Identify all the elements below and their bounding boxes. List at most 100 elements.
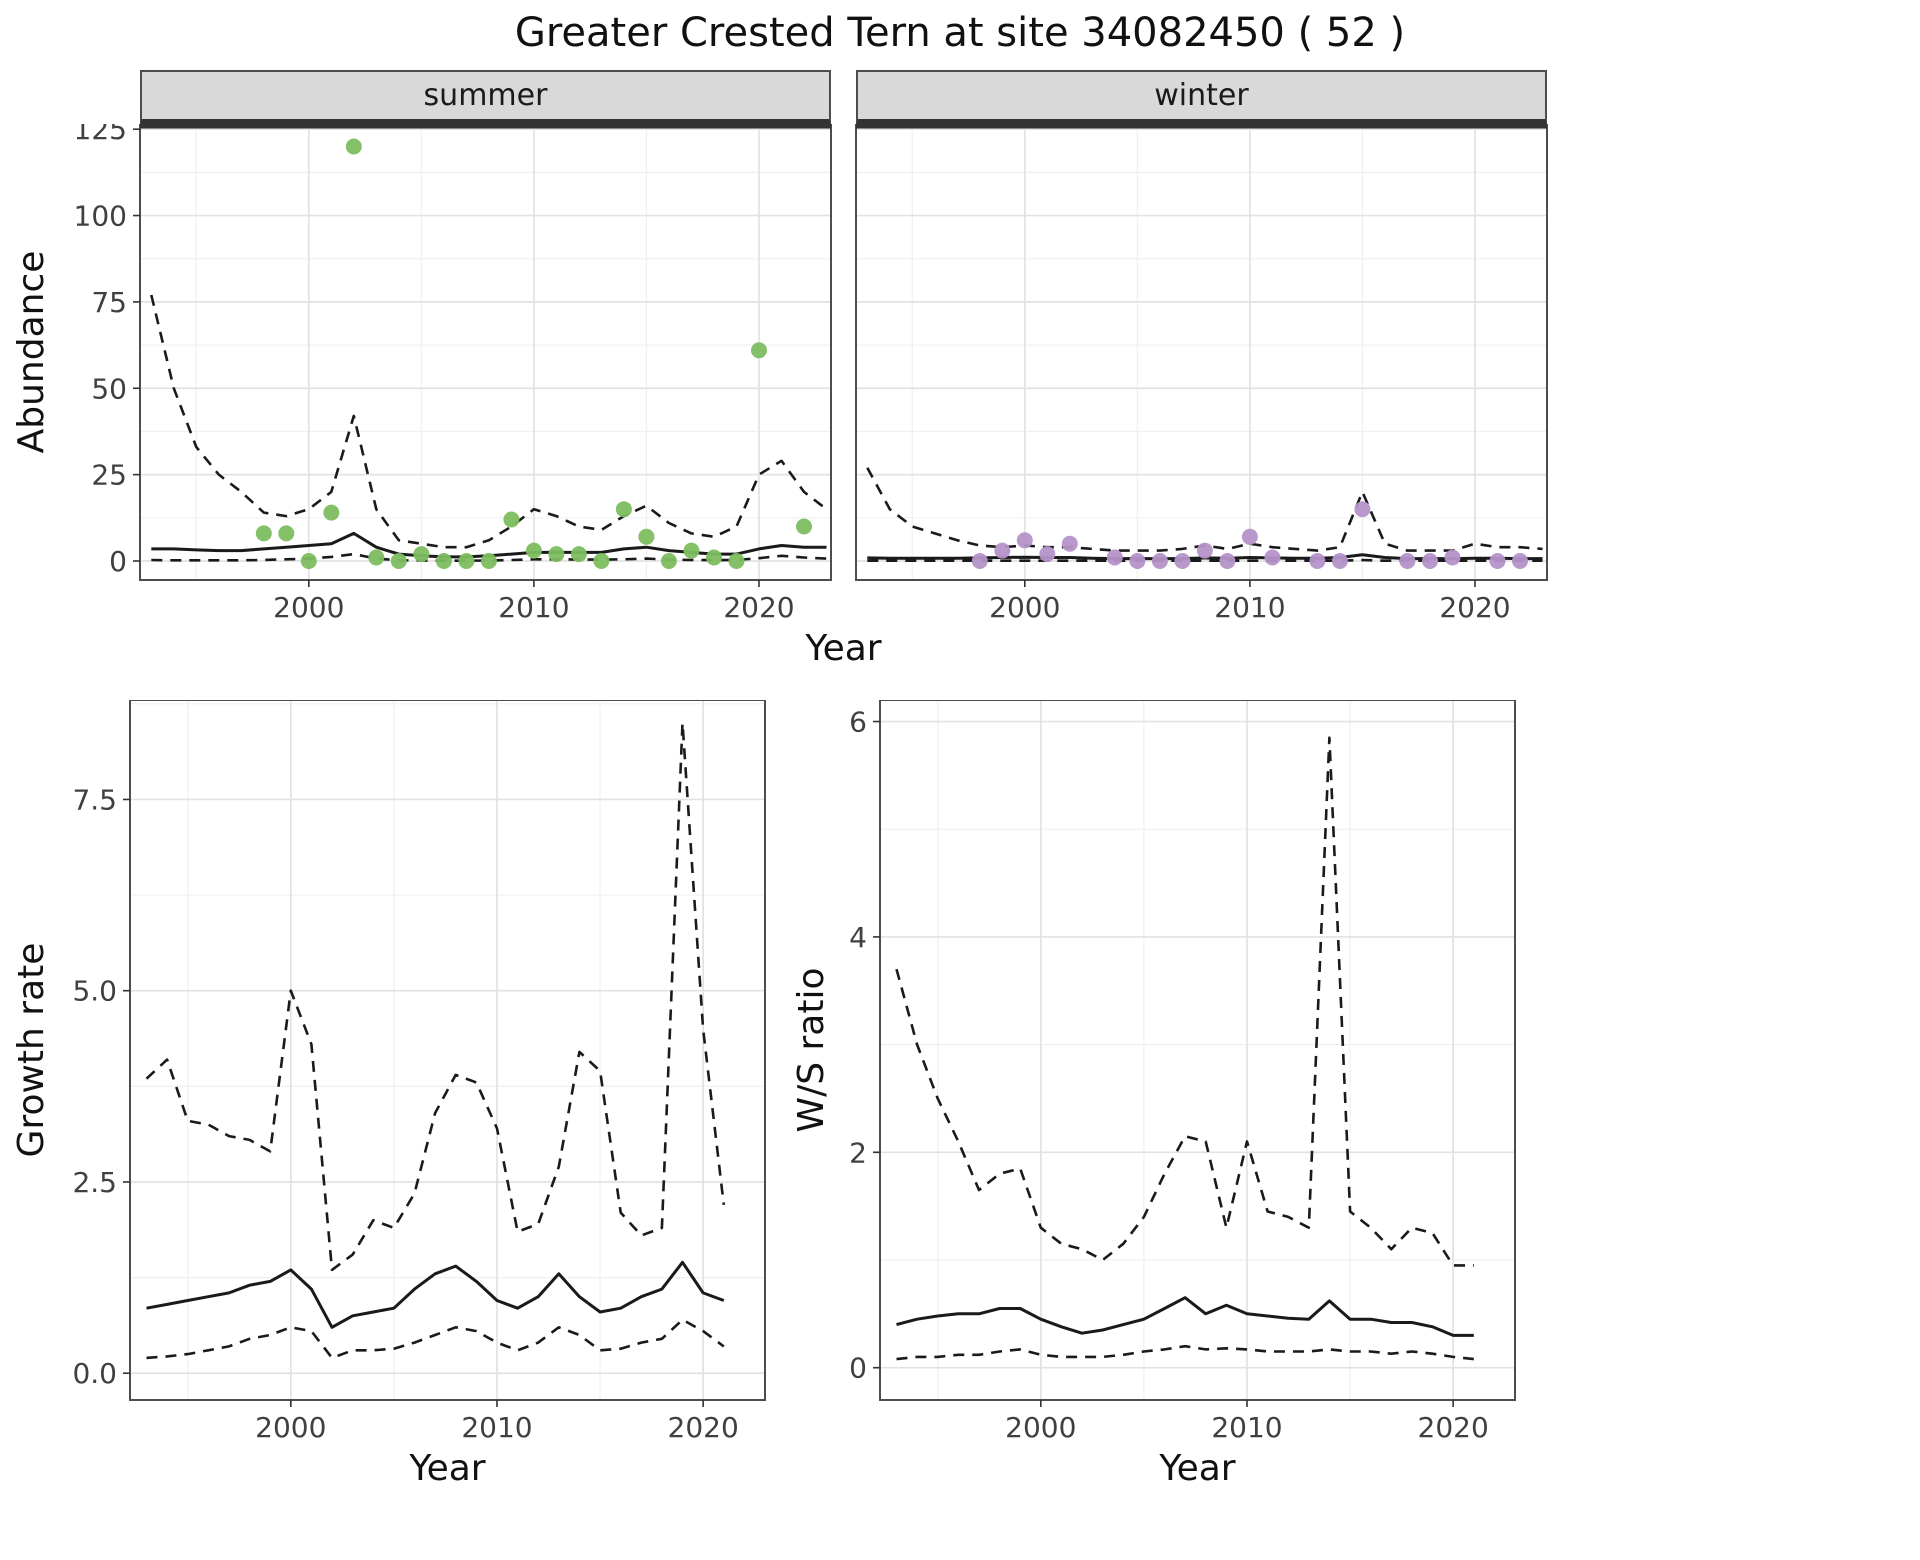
y-tick-label: 0: [109, 545, 127, 578]
abundance-summer-observed-abundance-point: [390, 553, 407, 569]
abundance-winter-observed-abundance-point: [971, 553, 988, 569]
abundance-winter-observed-abundance-point: [1174, 553, 1191, 569]
growth-rate-lower-ci-line: [146, 1318, 725, 1360]
abundance-summer-panel-border: [139, 124, 832, 581]
ws-ratio-panel-bg: [880, 700, 1515, 1400]
abundance-summer-observed-abundance-point: [638, 528, 655, 545]
abundance-winter-observed-abundance-point: [1444, 549, 1461, 566]
abundance-winter-observed-abundance-point: [1489, 553, 1506, 569]
abundance-summer-observed-abundance-point: [278, 525, 295, 542]
ws-ratio-lower-ci-line: [896, 1344, 1474, 1361]
facet-strip-winter: winter: [856, 70, 1547, 124]
x-tick-label: 2020: [723, 591, 794, 624]
abundance-summer-observed-abundance-point: [480, 553, 497, 569]
abundance-summer-observed-abundance-point: [503, 511, 520, 528]
abundance-summer-observed-abundance-point: [728, 553, 745, 569]
ws-ratio-axis-title: W/S ratio: [791, 967, 832, 1133]
y-tick-label: 75: [91, 286, 127, 319]
abundance-winter-observed-abundance-point: [1039, 546, 1056, 563]
abundance-summer-observed-abundance-point: [660, 553, 677, 569]
ws-ratio-panel: 2000 2010 2020 0 2 4 6: [849, 700, 1516, 1444]
abundance-summer-observed-abundance-point: [345, 138, 362, 155]
y-tick-label: 2: [849, 1136, 867, 1169]
abundance-winter-observed-abundance-point: [994, 542, 1011, 559]
abundance-summer-observed-abundance-point: [323, 504, 340, 521]
abundance-winter-observed-abundance-point: [1331, 553, 1348, 569]
growth-rate-axis-title: Growth rate: [11, 942, 52, 1158]
abundance-winter-observed-abundance-point: [1016, 532, 1033, 549]
abundance-winter-observed-abundance-point: [1512, 553, 1528, 569]
abundance-summer-observed-abundance-point: [413, 546, 430, 563]
y-tick-label: 0.0: [72, 1357, 117, 1390]
abundance-summer-observed-abundance-point: [796, 518, 812, 535]
abundance-winter-observed-abundance-point: [1151, 553, 1168, 569]
abundance-summer-panel: 2000 2010 2020 0 25 50 75 100 125: [74, 124, 832, 624]
x-tick-label: 2010: [1211, 1411, 1282, 1444]
abundance-summer-observed-abundance-point: [300, 553, 317, 569]
abundance-summer-observed-abundance-point: [706, 549, 722, 566]
abundance-summer-upper-ci-line: [150, 294, 828, 549]
abundance-summer-observed-abundance-point: [368, 549, 385, 566]
y-tick-label: 6: [849, 706, 867, 739]
abundance-winter-observed-abundance-point: [1264, 549, 1281, 566]
facet-strip-summer-label: summer: [423, 78, 548, 113]
x-tick-label: 2020: [668, 1411, 739, 1444]
x-tick-label: 2000: [255, 1411, 326, 1444]
x-tick-label: 2010: [461, 1411, 532, 1444]
y-tick-label: 25: [91, 459, 127, 492]
abundance-winter-observed-abundance-point: [1354, 501, 1371, 518]
y-tick-label: 4: [849, 921, 867, 954]
abundance-winter-observed-abundance-point: [1061, 535, 1078, 552]
abundance-winter-panel-border: [855, 124, 1548, 581]
y-tick-label: 100: [74, 200, 127, 233]
abundance-summer-observed-abundance-point: [525, 542, 542, 559]
growth-rate-panel-bg: [130, 700, 765, 1400]
x-tick-label: 2000: [273, 591, 344, 624]
abundance-summer-observed-abundance-point: [255, 525, 272, 542]
facet-strip-winter-label: winter: [1154, 78, 1249, 113]
growth-rate-panel: 2000 2010 2020 0.0 2.5 5.0 7.5: [72, 700, 766, 1444]
abundance-summer-observed-abundance-point: [458, 553, 475, 569]
abundance-summer-observed-abundance-point: [548, 546, 565, 563]
abundance-winter-observed-abundance-point: [1399, 553, 1416, 569]
growth-rate-panel-border: [129, 700, 766, 1401]
ws-ratio-panel-border: [879, 700, 1516, 1401]
abundance-summer-observed-abundance-point: [751, 342, 767, 359]
abundance-winter-observed-abundance-point: [1241, 528, 1258, 545]
y-tick-label: 2.5: [72, 1166, 117, 1199]
year-axis-title-top: Year: [805, 628, 882, 669]
abundance-summer-panel-bg: [140, 124, 831, 580]
abundance-summer-observed-abundance-point: [615, 501, 632, 518]
y-tick-label: 5.0: [72, 975, 117, 1008]
y-tick-label: 50: [91, 372, 127, 405]
year-axis-title-growth: Year: [409, 1448, 486, 1489]
x-tick-label: 2000: [1005, 1411, 1076, 1444]
abundance-summer-observed-abundance-point: [593, 553, 610, 569]
ws-ratio-upper-ci-line: [895, 736, 1474, 1267]
x-tick-label: 2010: [1214, 591, 1285, 624]
y-tick-label: 7.5: [72, 783, 117, 816]
y-tick-label: 0: [849, 1352, 867, 1385]
chart-title: Greater Crested Tern at site 34082450 ( …: [514, 10, 1406, 56]
x-tick-label: 2020: [1418, 1411, 1489, 1444]
abundance-winter-observed-abundance-point: [1422, 553, 1438, 569]
abundance-winter-panel-bg: [856, 124, 1547, 580]
abundance-winter-observed-abundance-point: [1309, 553, 1326, 569]
abundance-winter-observed-abundance-point: [1106, 549, 1123, 566]
abundance-winter-observed-abundance-point: [1219, 553, 1236, 569]
x-tick-label: 2020: [1439, 591, 1510, 624]
year-axis-title-ws: Year: [1159, 1448, 1236, 1489]
abundance-axis-title: Abundance: [11, 250, 52, 454]
x-tick-label: 2000: [989, 591, 1060, 624]
x-tick-label: 2010: [498, 591, 569, 624]
growth-rate-upper-ci-line: [145, 721, 726, 1272]
facet-strip-summer: summer: [140, 70, 831, 124]
ws-ratio-mean-line: [896, 1296, 1474, 1337]
growth-rate-mean-line: [146, 1260, 725, 1329]
abundance-summer-observed-abundance-point: [683, 542, 700, 559]
abundance-summer-observed-abundance-point: [435, 553, 452, 569]
abundance-winter-panel: 2000 2010 2020: [855, 124, 1548, 624]
y-tick-label: 125: [74, 124, 127, 146]
abundance-winter-observed-abundance-point: [1129, 553, 1146, 569]
abundance-winter-observed-abundance-point: [1196, 542, 1213, 559]
